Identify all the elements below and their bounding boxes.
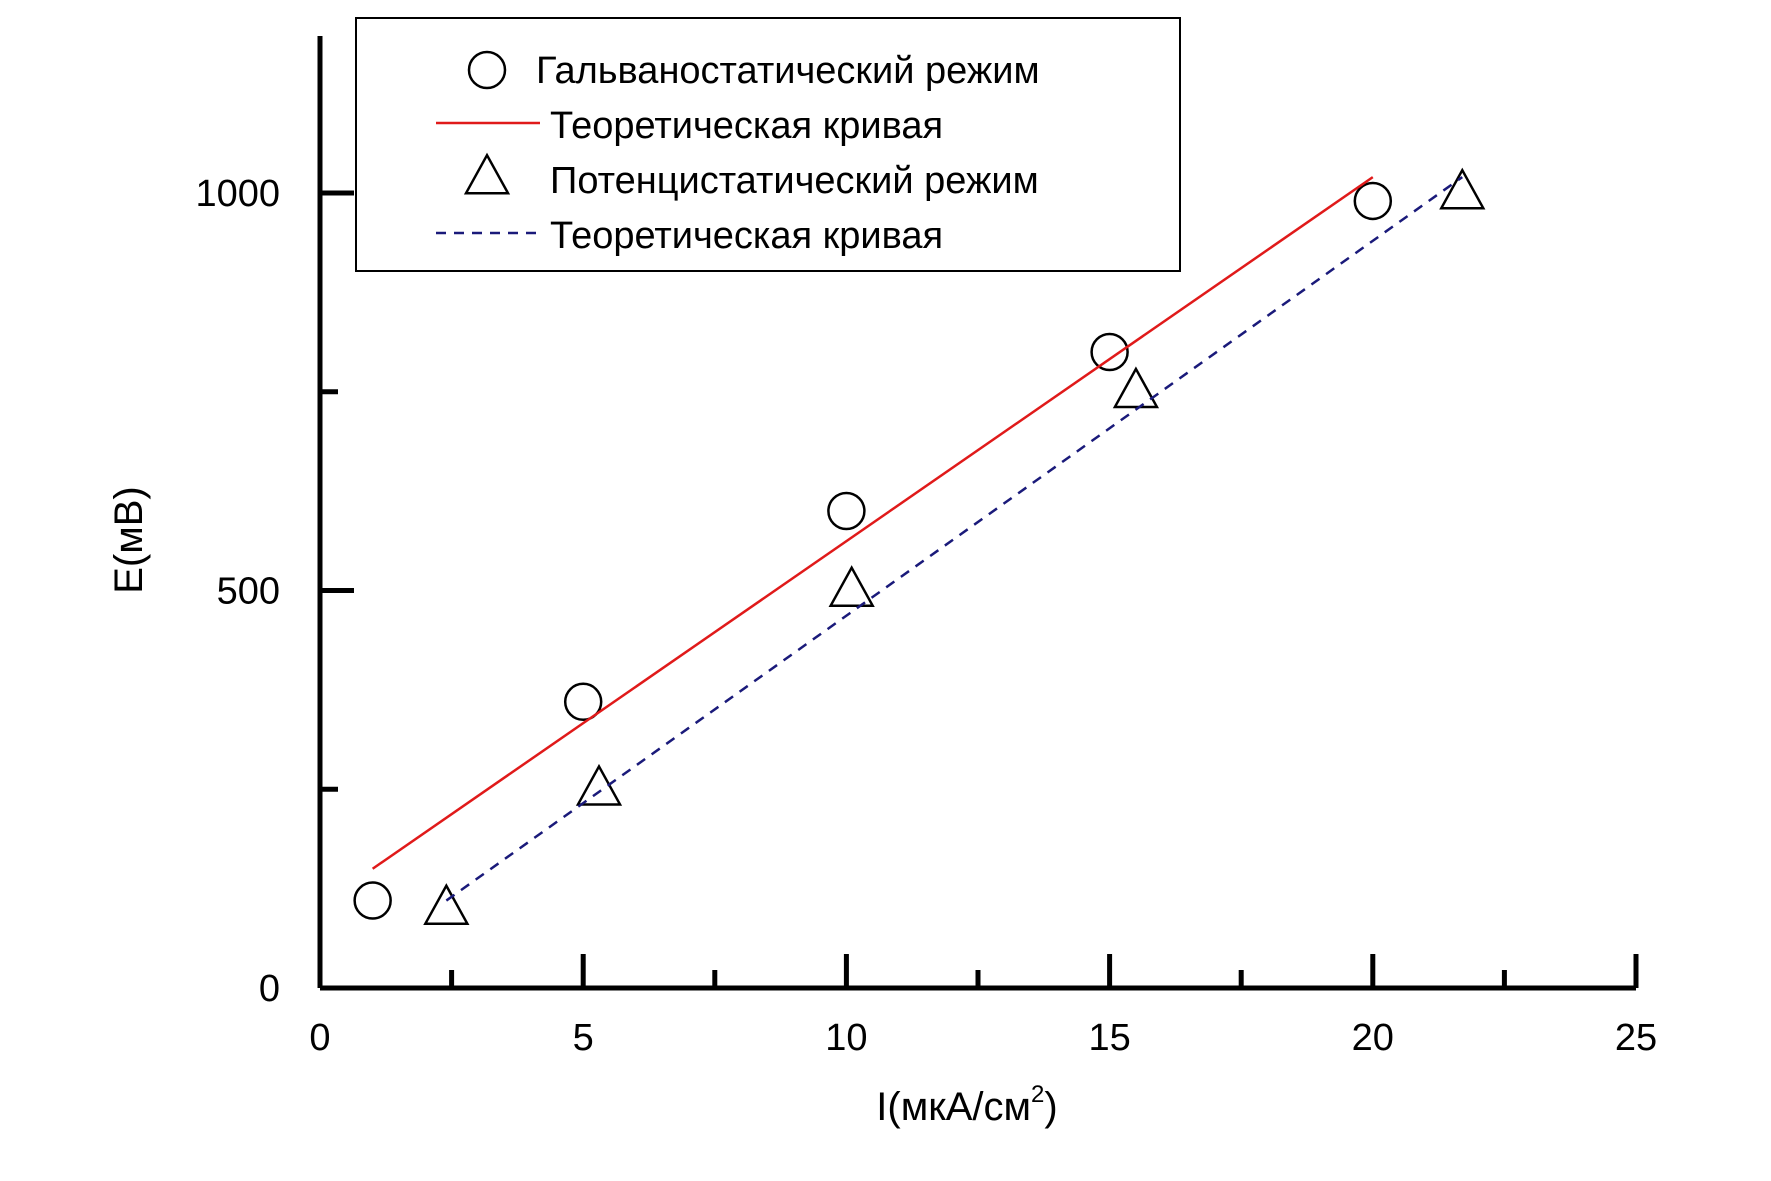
x-tick-label: 0	[309, 1017, 330, 1059]
y-tick-label: 1000	[195, 173, 280, 215]
series-4	[445, 176, 1464, 902]
x-tick-label: 5	[573, 1017, 594, 1059]
x-axis-title: I(мкА/см2)	[876, 1081, 1057, 1129]
data-point-triangle	[1439, 167, 1486, 210]
x-tick-label: 15	[1088, 1017, 1130, 1059]
series-layer	[353, 167, 1486, 925]
legend-label: Теоретическая кривая	[550, 215, 943, 257]
data-point-triangle	[423, 883, 470, 925]
data-point-circle	[353, 881, 392, 920]
theory-line-dashed	[445, 176, 1464, 902]
y-tick-label: 0	[259, 968, 280, 1010]
data-point-triangle	[1112, 366, 1160, 409]
x-tick-label: 25	[1615, 1017, 1657, 1059]
data-point-triangle	[575, 763, 623, 806]
legend-box	[355, 17, 1181, 272]
y-axis-title: E(мВ)	[107, 486, 151, 594]
x-tick-label: 10	[825, 1017, 867, 1059]
x-axis-title-text: I(мкА/см	[876, 1085, 1031, 1129]
legend-label: Теоретическая кривая	[550, 105, 943, 147]
legend-entry-1: Гальваностатический режим	[467, 50, 1040, 92]
data-point-circle	[827, 491, 866, 531]
x-axis-title-close: )	[1044, 1085, 1057, 1129]
legend: Гальваностатический режим Теоретическая к…	[355, 17, 1181, 272]
data-point-circle	[1353, 181, 1393, 221]
legend-entry-3: Потенцистатический режим	[463, 152, 1039, 202]
legend-symbol-circle	[467, 50, 507, 90]
x-axis-title-superscript: 2	[1031, 1081, 1044, 1108]
series-1	[353, 181, 1393, 920]
legend-label: Гальваностатический режим	[536, 50, 1040, 92]
data-point-triangle	[828, 565, 875, 607]
legend-items: Гальваностатический режим Теоретическая к…	[436, 50, 1040, 257]
series-2	[371, 176, 1374, 870]
legend-symbol-triangle	[463, 152, 511, 195]
x-tick-label: 20	[1352, 1017, 1394, 1059]
theory-line-solid	[371, 176, 1374, 870]
legend-entry-2: Теоретическая кривая	[436, 105, 943, 147]
axes: 0 5 10 15 20 25 0 500 1000	[195, 36, 1657, 1059]
series-3	[423, 167, 1486, 925]
data-point-circle	[563, 682, 603, 722]
legend-label: Потенцистатический режим	[550, 160, 1039, 202]
legend-entry-4: Теоретическая кривая	[436, 215, 943, 257]
data-point-circle	[1090, 332, 1129, 372]
y-tick-label: 500	[217, 571, 280, 613]
